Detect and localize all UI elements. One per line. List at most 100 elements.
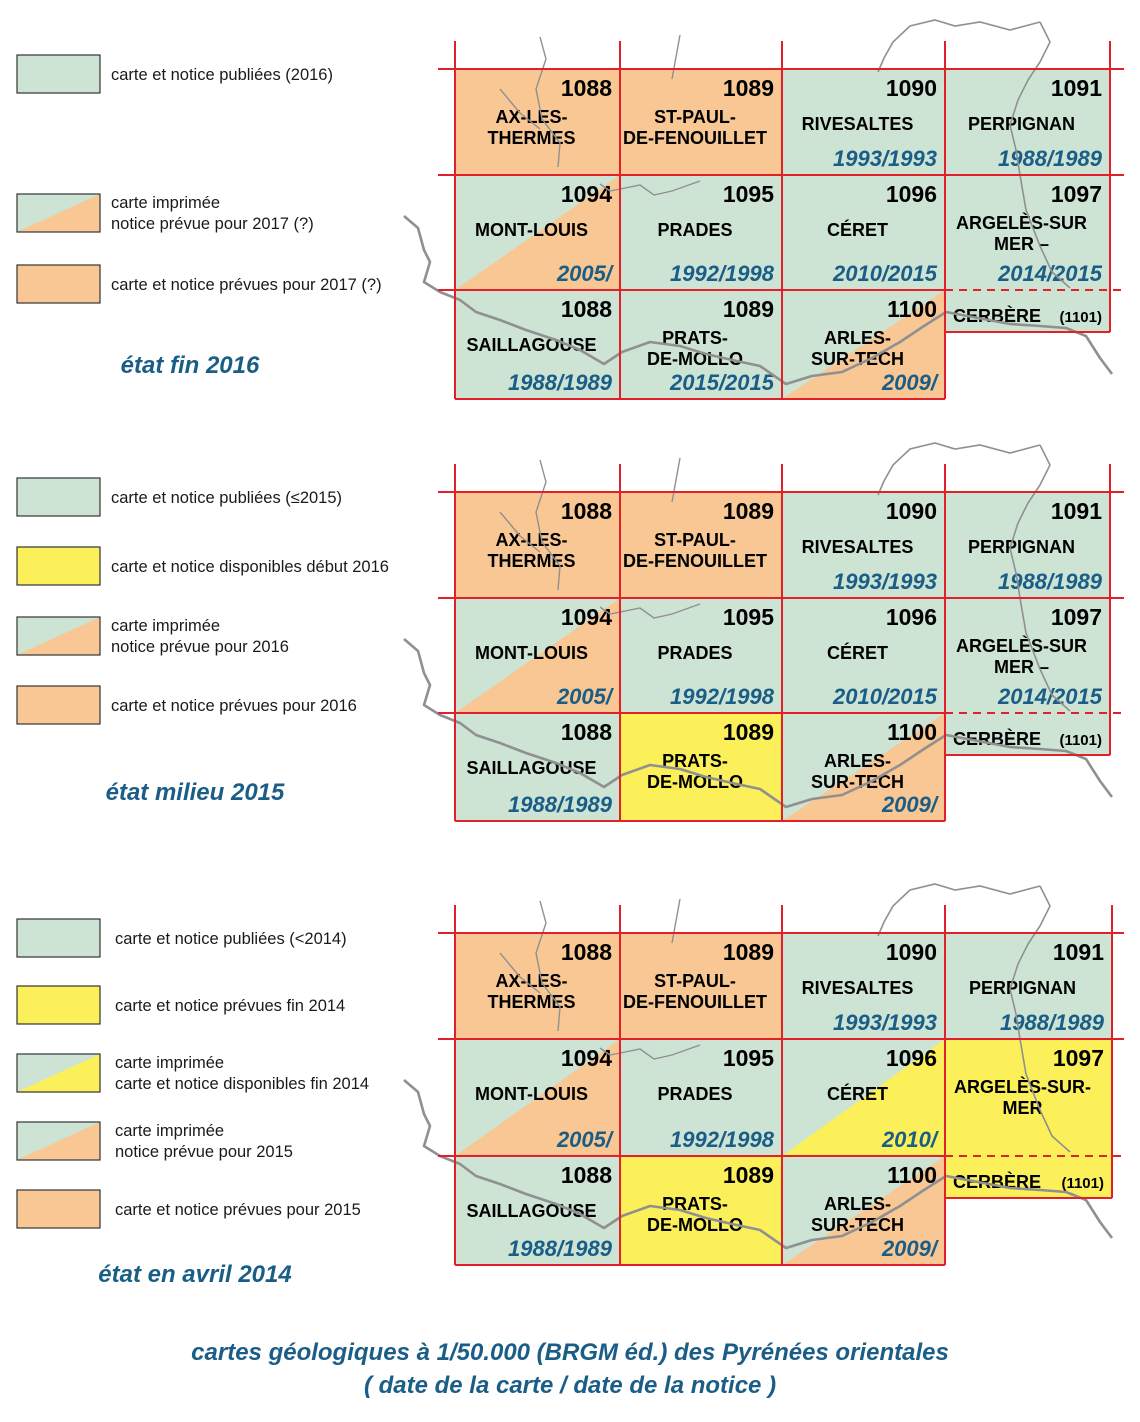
tile-dates: 1988/1989 — [508, 792, 613, 817]
tile-dates: 2005/ — [556, 1127, 615, 1152]
tile-dates: 2014/2015 — [997, 684, 1103, 709]
tile-number: 1088 — [561, 296, 612, 322]
tile-name: PRADES — [657, 1084, 732, 1104]
tile-fill — [945, 598, 1110, 713]
tile-number: 1088 — [561, 498, 612, 524]
tile-name: SAILLAGOUSE — [466, 1201, 596, 1221]
legend-label: carte et notice prévues pour 2015 — [115, 1201, 361, 1219]
legend-item: carte et notice prévues pour 2015 — [16, 1189, 361, 1229]
tile-name: PRATS- — [662, 1194, 728, 1214]
tile-fill — [620, 290, 782, 399]
tile-fill — [945, 69, 1110, 175]
tile-1094: 1094 MONT-LOUIS 2005/ — [455, 598, 620, 713]
legend: carte et notice publiées (2016) carte imp… — [16, 54, 382, 304]
tile-1089: 1089 ST-PAUL-DE-FENOUILLET — [620, 69, 782, 175]
tile-number: 1097 — [1053, 1045, 1104, 1071]
tile-name: MONT-LOUIS — [475, 643, 588, 663]
tile-name: DE-FENOUILLET — [623, 128, 767, 148]
tile-fill — [782, 290, 945, 399]
tile-1089: 1089 PRATS-DE-MOLLO — [620, 1156, 782, 1265]
tile-name: MONT-LOUIS — [475, 220, 588, 240]
tile-dates: 1992/1998 — [670, 684, 775, 709]
map-grid — [438, 905, 1124, 1266]
tile-name: PRADES — [657, 643, 732, 663]
tile-fill — [782, 492, 945, 598]
tile-number: 1094 — [561, 181, 612, 207]
tile-1090: 1090 RIVESALTES 1993/1993 — [782, 933, 945, 1039]
tile-1088: 1088 SAILLAGOUSE 1988/1989 — [455, 713, 620, 821]
rivers — [499, 34, 701, 196]
tile-fill — [945, 492, 1110, 598]
tile-number: 1088 — [561, 75, 612, 101]
legend-label: carte imprimée — [111, 194, 220, 212]
tile-1091: 1091 PERPIGNAN 1988/1989 — [945, 69, 1110, 175]
country-border — [403, 1079, 1114, 1250]
legend-swatch — [17, 986, 100, 1024]
legend-swatch — [17, 686, 100, 724]
figure-caption: cartes géologiques à 1/50.000 (BRGM éd.)… — [0, 1336, 1140, 1402]
tile-number: 1096 — [886, 604, 937, 630]
tile-name: DE-MOLLO — [647, 349, 743, 369]
tile-number: 1089 — [723, 75, 774, 101]
tile-fill — [945, 1156, 1112, 1198]
tile-name: MER — [1003, 1098, 1043, 1118]
tile-1097: 1097 ARGELÈS-SUR-MER — [945, 1039, 1112, 1156]
tile-fill — [455, 598, 620, 713]
legend-swatch — [17, 1190, 100, 1228]
legend-label: carte et notice publiées (2016) — [111, 66, 333, 84]
tile-name: CERBÈRE — [953, 728, 1041, 749]
tile-name: CERBÈRE — [953, 1171, 1041, 1192]
tile-name: PRADES — [657, 220, 732, 240]
tile-dates: 1993/1993 — [833, 1010, 937, 1035]
tile-number: 1091 — [1051, 498, 1102, 524]
tile-name: THERMES — [487, 992, 575, 1012]
tile-fill — [620, 175, 782, 290]
legend-item: carte et notice prévues pour 2016 — [16, 685, 357, 725]
legend-swatch — [17, 194, 100, 232]
tile-name: MER – — [994, 234, 1049, 254]
tile-name: SAILLAGOUSE — [466, 335, 596, 355]
tile-1091: 1091 PERPIGNAN 1988/1989 — [945, 492, 1110, 598]
coastline — [877, 883, 1071, 1153]
tile-number: 1089 — [723, 296, 774, 322]
legend-label: carte imprimée — [115, 1122, 224, 1140]
tile-1090: 1090 RIVESALTES 1993/1993 — [782, 69, 945, 175]
map-tiles: 1088 AX-LES-THERMES 1089 ST-PAUL-DE-FENOUIL… — [455, 933, 1112, 1265]
country-border — [403, 638, 1114, 809]
legend-item: carte imprimée notice prévue pour 2015 — [16, 1121, 293, 1161]
legend-label: carte et notice publiées (<2014) — [115, 930, 347, 948]
tile-number: 1089 — [723, 1162, 774, 1188]
tile-1094: 1094 MONT-LOUIS 2005/ — [455, 1039, 620, 1156]
panel-2: 1088 AX-LES-THERMES 1089 ST-PAUL-DE-FENOUIL… — [16, 442, 1124, 822]
tile-name: DE-FENOUILLET — [623, 992, 767, 1012]
legend-item: carte imprimée notice prévue pour 2016 — [16, 616, 289, 656]
tile-dates: 2009/ — [881, 370, 940, 395]
tile-number: 1095 — [723, 181, 774, 207]
tile-1096: 1096 CÉRET 2010/2015 — [782, 175, 945, 290]
tile-number: 1088 — [561, 939, 612, 965]
tile-name: THERMES — [487, 551, 575, 571]
tile-dates: 1988/1989 — [998, 569, 1103, 594]
tile-dates: 1988/1989 — [998, 146, 1103, 171]
tile-extra: (1101) — [1061, 1175, 1104, 1192]
map-tiles: 1088 AX-LES-THERMES 1089 ST-PAUL-DE-FENOUIL… — [455, 69, 1110, 399]
tile-number: 1094 — [561, 1045, 612, 1071]
tile-name: CÉRET — [827, 219, 888, 240]
tile-fill — [782, 933, 945, 1039]
tile-fill — [455, 1039, 620, 1156]
tile-cerbere: CERBÈRE (1101) — [945, 713, 1110, 755]
tile-number: 1094 — [561, 604, 612, 630]
tile-extra: (1101) — [1059, 732, 1102, 749]
legend-swatch — [17, 1122, 100, 1160]
tile-dates: 2014/2015 — [997, 261, 1103, 286]
coastline — [877, 442, 1071, 712]
tile-name: MER – — [994, 657, 1049, 677]
tile-dates: 1988/1989 — [508, 370, 613, 395]
tile-extra: (1101) — [1059, 309, 1102, 326]
